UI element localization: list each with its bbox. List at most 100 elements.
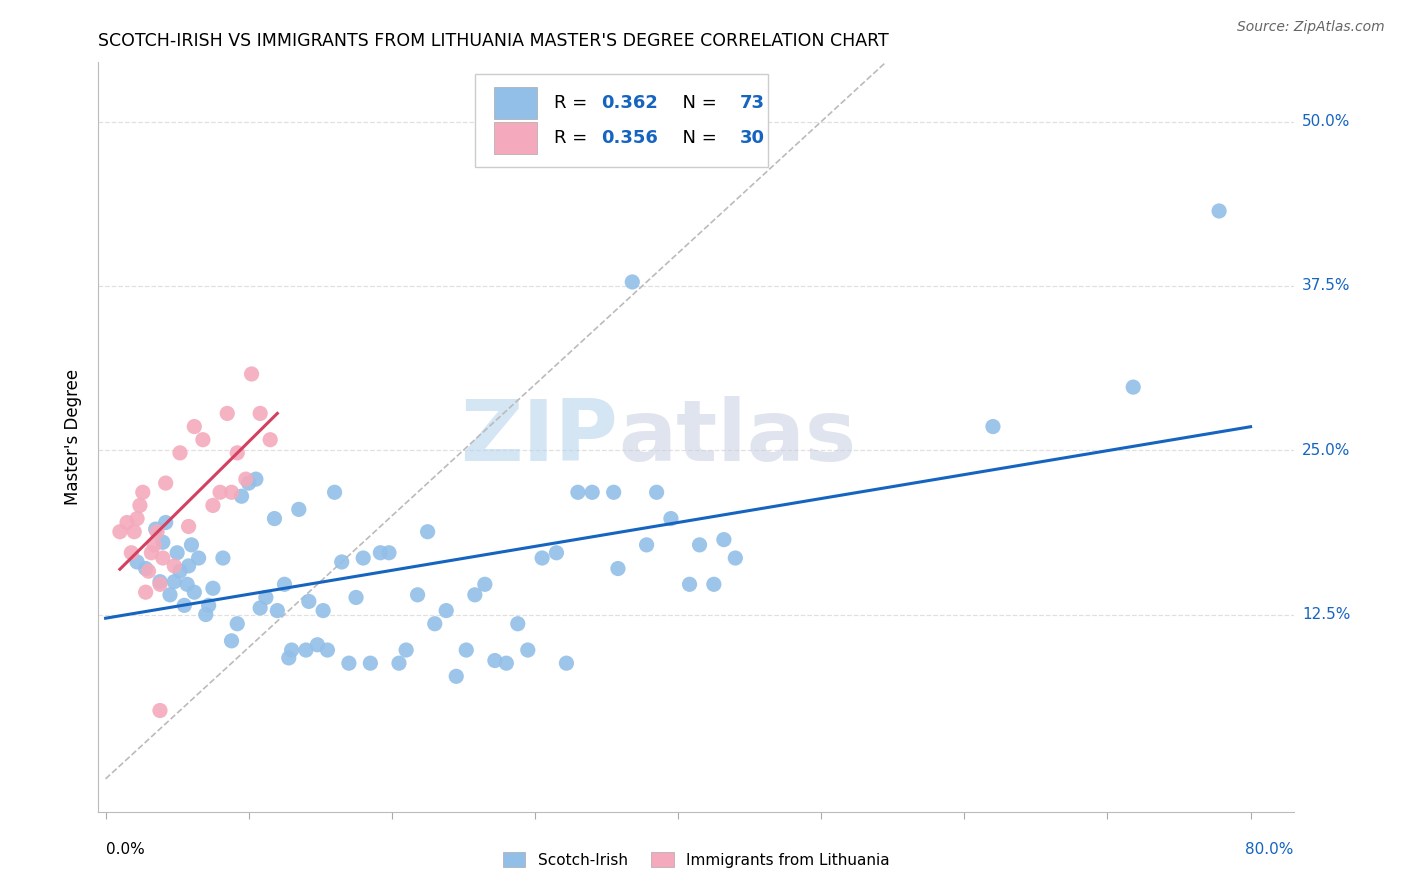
Point xyxy=(689,538,711,552)
Point xyxy=(183,419,205,434)
Point xyxy=(209,485,232,500)
Y-axis label: Master's Degree: Master's Degree xyxy=(65,369,83,505)
Point xyxy=(245,472,267,486)
Point xyxy=(266,604,288,618)
Point xyxy=(484,654,506,668)
Point xyxy=(516,643,538,657)
Point xyxy=(226,616,249,631)
Point xyxy=(240,367,263,381)
Point xyxy=(152,551,174,566)
Point xyxy=(145,522,167,536)
Text: 80.0%: 80.0% xyxy=(1246,842,1294,857)
FancyBboxPatch shape xyxy=(494,87,537,119)
Point xyxy=(378,546,401,560)
Point xyxy=(201,499,224,513)
Text: ZIP: ZIP xyxy=(461,395,619,479)
Point xyxy=(183,585,205,599)
Point xyxy=(444,669,467,683)
Point xyxy=(159,588,181,602)
Point xyxy=(221,485,243,500)
Point xyxy=(149,574,172,589)
Point xyxy=(141,546,163,560)
Text: 0.0%: 0.0% xyxy=(105,842,145,857)
Text: 73: 73 xyxy=(740,94,765,112)
Text: SCOTCH-IRISH VS IMMIGRANTS FROM LITHUANIA MASTER'S DEGREE CORRELATION CHART: SCOTCH-IRISH VS IMMIGRANTS FROM LITHUANI… xyxy=(98,32,889,50)
Point xyxy=(108,524,131,539)
Point xyxy=(495,656,517,670)
Point xyxy=(146,524,169,539)
Point xyxy=(337,656,360,670)
Point xyxy=(138,564,160,578)
Point xyxy=(555,656,578,670)
Point xyxy=(173,599,195,613)
Point xyxy=(180,538,202,552)
Point xyxy=(235,472,257,486)
Text: 25.0%: 25.0% xyxy=(1302,442,1350,458)
Text: N =: N = xyxy=(671,129,723,147)
Point xyxy=(546,546,568,560)
Text: 50.0%: 50.0% xyxy=(1302,114,1350,129)
Point xyxy=(273,577,295,591)
Point xyxy=(406,588,429,602)
Text: 0.356: 0.356 xyxy=(602,129,658,147)
Point xyxy=(135,561,157,575)
Text: 0.362: 0.362 xyxy=(602,94,658,112)
Point xyxy=(456,643,478,657)
Point xyxy=(359,656,381,670)
Point xyxy=(129,499,152,513)
Point xyxy=(197,599,219,613)
Point xyxy=(163,574,186,589)
Point xyxy=(423,616,446,631)
Point xyxy=(316,643,339,657)
Point xyxy=(636,538,658,552)
Point xyxy=(125,555,148,569)
Point xyxy=(288,502,311,516)
Point xyxy=(259,433,281,447)
Point xyxy=(416,524,439,539)
Point xyxy=(166,546,188,560)
Point xyxy=(298,594,321,608)
Point xyxy=(217,406,239,420)
Point xyxy=(277,651,299,665)
Point xyxy=(434,604,457,618)
Text: 12.5%: 12.5% xyxy=(1302,607,1350,622)
Point xyxy=(120,546,142,560)
Point xyxy=(177,519,200,533)
Point xyxy=(395,643,418,657)
Point xyxy=(370,546,392,560)
Point xyxy=(149,704,172,718)
Point xyxy=(531,551,554,566)
Legend: Scotch-Irish, Immigrants from Lithuania: Scotch-Irish, Immigrants from Lithuania xyxy=(502,852,890,868)
Point xyxy=(169,446,191,460)
Point xyxy=(135,585,157,599)
Text: atlas: atlas xyxy=(619,395,856,479)
Point xyxy=(249,601,271,615)
Point xyxy=(474,577,496,591)
Point xyxy=(621,275,644,289)
Point xyxy=(602,485,624,500)
Point xyxy=(122,524,145,539)
Point xyxy=(155,476,177,491)
Point xyxy=(163,558,186,573)
Point xyxy=(1122,380,1144,394)
Point xyxy=(981,419,1004,434)
Point xyxy=(581,485,603,500)
Point xyxy=(221,633,243,648)
Point xyxy=(226,446,249,460)
FancyBboxPatch shape xyxy=(475,74,768,168)
Point xyxy=(323,485,346,500)
Point xyxy=(330,555,353,569)
Point xyxy=(703,577,725,591)
Text: R =: R = xyxy=(554,94,593,112)
Point xyxy=(659,511,682,525)
Point xyxy=(212,551,235,566)
Point xyxy=(352,551,374,566)
Text: 30: 30 xyxy=(740,129,765,147)
Text: R =: R = xyxy=(554,129,593,147)
Point xyxy=(125,511,148,525)
Point xyxy=(263,511,285,525)
Point xyxy=(152,535,174,549)
Point xyxy=(143,538,166,552)
Point xyxy=(249,406,271,420)
Point xyxy=(713,533,735,547)
